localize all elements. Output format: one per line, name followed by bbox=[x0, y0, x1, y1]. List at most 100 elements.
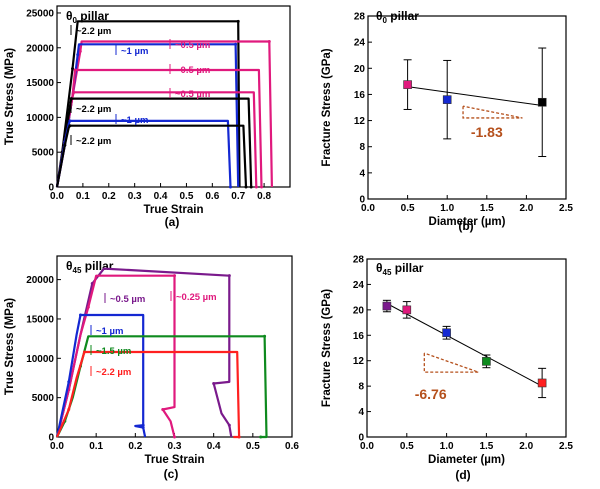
panel-title-theta: θ bbox=[66, 259, 73, 273]
series-marker bbox=[68, 119, 72, 123]
x-tick-label: 0.0 bbox=[360, 441, 374, 452]
x-tick-label: 2.5 bbox=[559, 203, 573, 214]
x-tick-label: 0.3 bbox=[168, 441, 182, 452]
x-tick-label: 0.6 bbox=[285, 441, 299, 452]
x-tick-label: 0.4 bbox=[154, 191, 168, 202]
y-tick-label: 25000 bbox=[26, 8, 54, 19]
series-marker bbox=[67, 407, 71, 411]
panel-title: θ0 pillar bbox=[376, 9, 419, 25]
x-tick-label: 0.5 bbox=[246, 441, 260, 452]
x-tick-label: 0.2 bbox=[102, 191, 116, 202]
panel-title: θ45 pillar bbox=[66, 259, 114, 275]
series-marker bbox=[79, 313, 82, 317]
panel-title-subscript: 0 bbox=[73, 16, 78, 25]
x-tick-label: 2.0 bbox=[519, 441, 533, 452]
series-marker bbox=[228, 185, 232, 189]
panel-title-theta: θ bbox=[376, 261, 383, 275]
series-marker bbox=[67, 380, 71, 384]
panel-label: (c) bbox=[164, 467, 179, 481]
y-tick-label: 28 bbox=[353, 255, 365, 266]
y-tick-label: 24 bbox=[354, 38, 366, 49]
series-marker bbox=[244, 185, 248, 189]
panel-label: (a) bbox=[165, 215, 180, 229]
y-tick-label: 0 bbox=[359, 195, 365, 206]
series-marker bbox=[173, 435, 176, 439]
x-tick-label: 0.6 bbox=[205, 191, 219, 202]
slope-label: -1.83 bbox=[471, 124, 503, 140]
y-tick-label: 15000 bbox=[26, 314, 54, 325]
x-axis-label: True Strain bbox=[143, 204, 203, 216]
series-marker bbox=[73, 68, 77, 72]
x-tick-label: 1.0 bbox=[440, 203, 454, 214]
series-marker bbox=[227, 423, 231, 427]
series-marker bbox=[161, 407, 165, 411]
panel-label: (d) bbox=[455, 468, 470, 482]
series-marker bbox=[86, 305, 90, 309]
data-point bbox=[482, 357, 491, 366]
x-tick-label: 0.5 bbox=[400, 441, 414, 452]
series-marker bbox=[68, 124, 72, 128]
y-tick-label: 20000 bbox=[26, 275, 54, 286]
x-tick-label: 0.3 bbox=[128, 191, 142, 202]
panel-title-rest: pillar bbox=[81, 259, 113, 273]
panel-title-subscript: 0 bbox=[383, 16, 388, 25]
panel-title: θ0 pillar bbox=[66, 9, 109, 25]
data-point bbox=[537, 97, 547, 107]
x-axis-label: Diameter (µm) bbox=[428, 454, 505, 466]
y-tick-label: 20000 bbox=[26, 43, 54, 54]
series-line-3 bbox=[55, 313, 147, 438]
panel-title-theta: θ bbox=[66, 9, 73, 23]
panel-title-rest: pillar bbox=[77, 9, 109, 23]
series-marker bbox=[69, 97, 73, 101]
series-marker bbox=[72, 90, 76, 94]
x-tick-label: 0.7 bbox=[231, 191, 245, 202]
size-annotation: ~0.25 µm bbox=[176, 292, 217, 303]
series-marker bbox=[254, 185, 258, 189]
size-annotation: ~0.5 µm bbox=[175, 65, 210, 76]
size-annotation: ~1 µm bbox=[121, 46, 148, 57]
y-axis-label: Fracture Stress (GPa) bbox=[321, 48, 333, 166]
series-marker bbox=[63, 143, 67, 147]
data-point bbox=[442, 328, 451, 338]
x-tick-label: 1.0 bbox=[440, 441, 454, 452]
size-annotation: ~2.2 µm bbox=[76, 26, 111, 37]
size-annotation: ~2.2 µm bbox=[96, 367, 131, 378]
panel-title-theta: θ bbox=[376, 9, 383, 23]
series-line-5 bbox=[55, 350, 241, 439]
y-tick-label: 0 bbox=[48, 433, 54, 444]
y-tick-label: 10000 bbox=[26, 113, 54, 124]
chart-panel-1: 0.0 0.1 0.2 0.3 0.4 0.5 0.6 0.7 0.8 0 5000 10000 150… bbox=[4, 5, 291, 229]
plot-frame bbox=[56, 5, 291, 188]
x-tick-label: 0.1 bbox=[89, 441, 103, 452]
panel-title-rest: pillar bbox=[391, 261, 423, 275]
slope-label: -6.76 bbox=[415, 386, 447, 402]
plot-frame bbox=[367, 15, 567, 200]
y-tick-label: 15000 bbox=[26, 78, 54, 89]
x-tick-label: 1.5 bbox=[479, 441, 493, 452]
series-marker bbox=[71, 67, 75, 71]
panel-label: (b) bbox=[458, 219, 473, 233]
series-marker bbox=[263, 334, 267, 338]
series-marker bbox=[141, 426, 145, 430]
x-tick-label: 0.4 bbox=[207, 441, 221, 452]
y-tick-label: 8 bbox=[358, 382, 364, 393]
size-annotation: ~0.5 µm bbox=[175, 89, 210, 100]
slope-triangle bbox=[423, 352, 479, 373]
series-marker bbox=[82, 350, 86, 354]
series-marker bbox=[234, 42, 238, 46]
size-annotation: ~1.5 µm bbox=[96, 346, 131, 357]
series-marker bbox=[78, 49, 82, 53]
y-tick-label: 24 bbox=[353, 280, 365, 291]
x-tick-label: 0.5 bbox=[401, 203, 415, 214]
size-annotation: ~2.2 µm bbox=[76, 104, 111, 115]
x-tick-label: 0.8 bbox=[257, 191, 271, 202]
data-point bbox=[402, 305, 412, 315]
x-tick-label: 0.0 bbox=[50, 191, 64, 202]
x-tick-label: 0.0 bbox=[50, 441, 64, 452]
y-axis-label: Fracture Stress (GPa) bbox=[321, 289, 333, 407]
panel-title-subscript: 45 bbox=[383, 268, 392, 277]
chart-panel-4: 0.0 0.5 1.0 1.5 2.0 2.5 0 4 8 12 16 20 24 28 Diameter … bbox=[321, 255, 573, 483]
size-annotation: ~2.2 µm bbox=[76, 136, 111, 147]
x-tick-label: 2.0 bbox=[519, 203, 533, 214]
